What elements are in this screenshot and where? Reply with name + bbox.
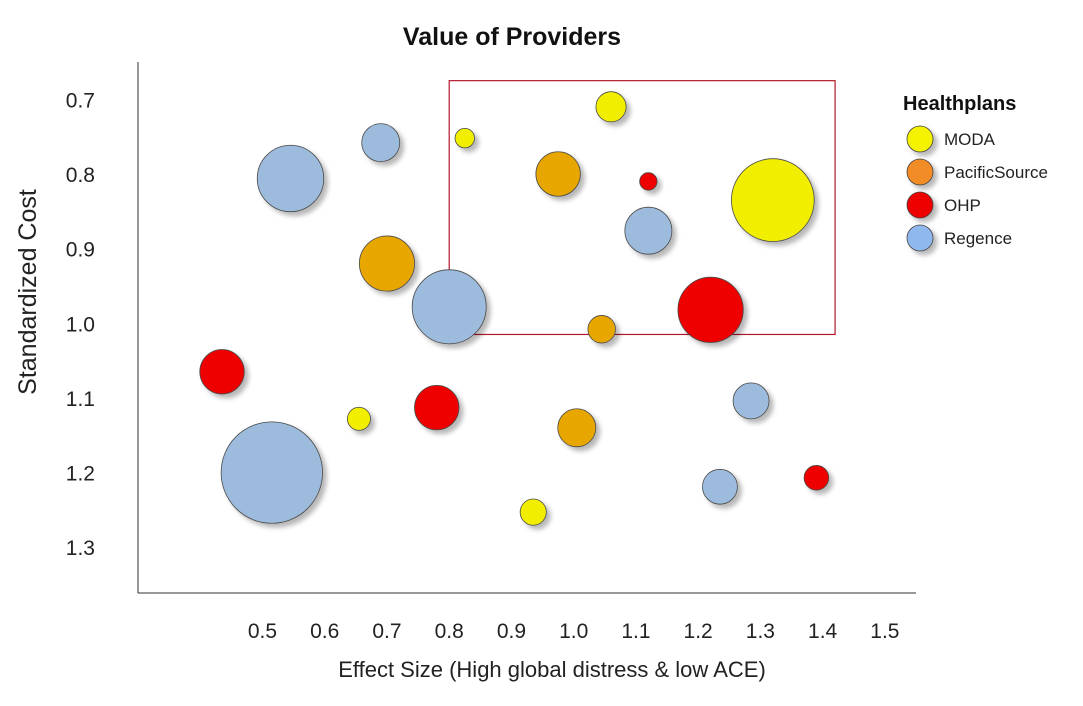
bubble-regence	[361, 123, 401, 163]
y-tick-label: 1.3	[66, 537, 95, 560]
x-tick-label: 0.7	[372, 620, 401, 643]
bubble-regence	[702, 468, 738, 505]
x-tick-label: 0.9	[497, 620, 526, 643]
bubble-ohp	[677, 276, 744, 343]
bubble-pacificsource	[358, 235, 415, 292]
chart-title: Value of Providers	[403, 23, 621, 51]
x-tick-label: 1.2	[684, 620, 713, 643]
x-axis-label: Effect Size (High global distress & low …	[338, 657, 766, 682]
legend-label-ohp: OHP	[944, 196, 981, 215]
bubble-moda	[595, 91, 627, 123]
legend-label-pacificsource: PacificSource	[944, 163, 1048, 182]
bubble-moda	[454, 127, 475, 149]
x-tick-label: 1.4	[808, 620, 838, 643]
y-tick-label: 1.1	[66, 388, 95, 411]
bubble-pacificsource	[535, 151, 581, 197]
y-tick-label: 0.7	[66, 89, 95, 112]
legend-title: Healthplans	[903, 93, 1016, 115]
bubble-moda	[347, 406, 371, 431]
bubble-ohp	[803, 465, 830, 491]
bubble-regence	[732, 382, 770, 420]
legend-marker-ohp	[906, 191, 934, 219]
x-tick-label: 1.0	[559, 620, 588, 643]
bubble-regence	[624, 206, 673, 255]
y-tick-label: 0.9	[66, 239, 95, 262]
x-tick-label: 0.8	[435, 620, 464, 643]
legend-label-regence: Regence	[944, 229, 1012, 248]
bubble-regence	[256, 144, 325, 213]
highlight-region-box	[448, 80, 836, 336]
legend-marker-moda	[906, 125, 934, 153]
bubble-ohp	[639, 172, 658, 191]
y-tick-label: 1.2	[66, 463, 95, 486]
bubble-moda	[731, 158, 815, 242]
bubble-ohp	[414, 384, 460, 431]
bubble-ohp	[199, 349, 245, 395]
x-tick-label: 0.5	[248, 620, 277, 643]
bubble-regence	[220, 421, 323, 524]
x-tick-label: 1.5	[870, 620, 899, 643]
x-tick-label: 0.6	[310, 620, 339, 643]
bubble-pacificsource	[587, 315, 616, 344]
bubble-pacificsource	[557, 408, 597, 448]
bubble-moda	[519, 498, 547, 526]
y-axis-label: Standardized Cost	[14, 189, 42, 395]
y-tick-label: 0.8	[66, 164, 95, 187]
legend-marker-regence	[906, 224, 934, 252]
x-tick-label: 1.1	[621, 620, 650, 643]
bubble-regence	[411, 269, 487, 345]
legend-label-moda: MODA	[944, 130, 996, 149]
legend-marker-pacificsource	[906, 158, 934, 186]
y-tick-label: 1.0	[66, 313, 95, 336]
x-tick-label: 1.3	[746, 620, 775, 643]
